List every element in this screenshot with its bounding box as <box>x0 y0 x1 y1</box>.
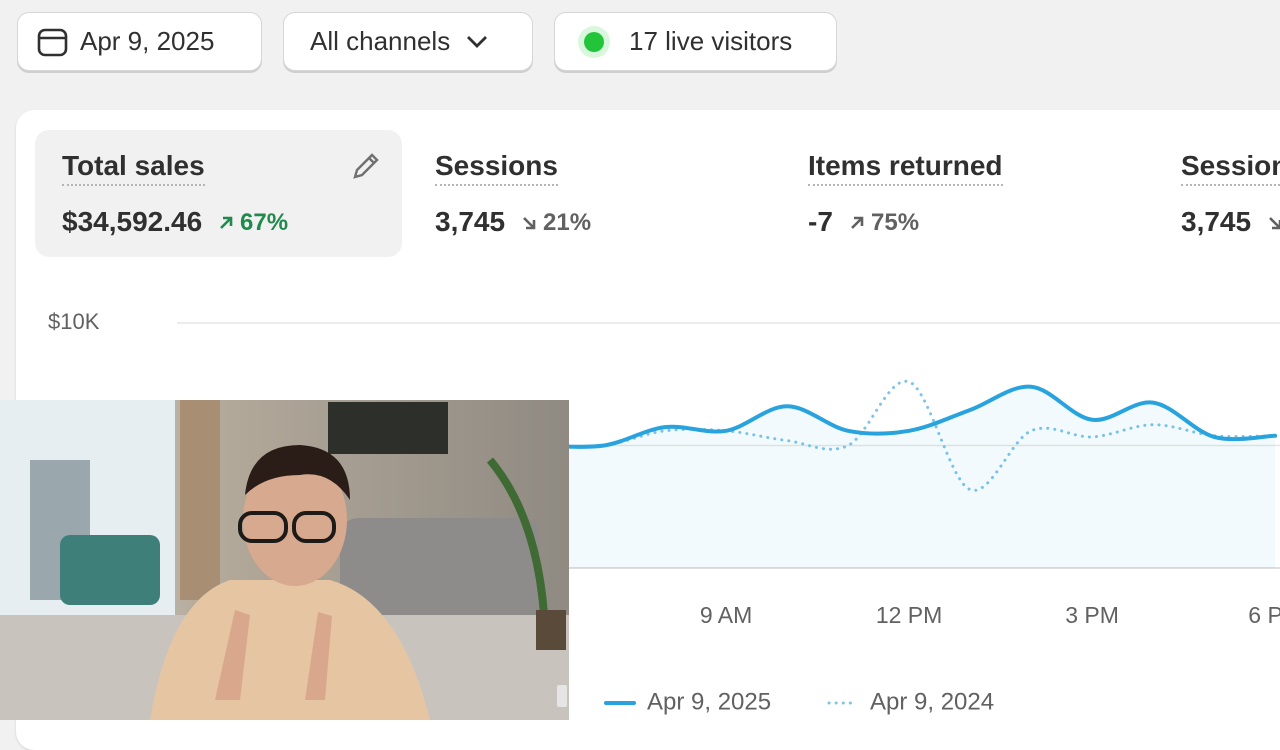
x-tick-label: 6 PM <box>1248 602 1280 628</box>
live-visitors-button[interactable]: 17 live visitors <box>554 12 837 71</box>
change-text: 67% <box>240 209 289 236</box>
x-tick-label: 3 PM <box>1065 602 1119 628</box>
channel-button[interactable]: All channels <box>283 12 533 71</box>
edit-icon <box>353 153 379 179</box>
metric-change: 67% <box>218 209 288 237</box>
trend-arrow <box>1269 217 1280 230</box>
calendar-icon <box>37 28 68 56</box>
webcam-overlay <box>0 400 569 720</box>
arrow-stroke <box>223 216 233 226</box>
arrow-stroke <box>1269 217 1280 229</box>
legend-label: Apr 9, 2025 <box>647 688 771 715</box>
date-button[interactable]: Apr 9, 2025 <box>17 12 262 71</box>
metric-card[interactable]: Sessions 3,745 21% <box>408 130 775 257</box>
metric-value: 3,745 <box>1181 206 1252 237</box>
body: Apr 9, 2025 All channels 17 live visitor… <box>0 12 1280 750</box>
date-text: Apr 9, 2025 <box>80 26 215 56</box>
x-tick-label: 12 PM <box>876 602 942 628</box>
metric-value: $34,592.46 <box>62 206 203 237</box>
metric-value: -7 <box>808 206 833 237</box>
legend-label: Apr 9, 2024 <box>870 688 994 715</box>
metric-card[interactable]: Sessions 3,745 21% <box>1154 130 1280 257</box>
metric-card[interactable]: Total sales $34,592.46 67% <box>35 130 402 257</box>
arrow-stroke <box>1272 220 1280 230</box>
metric-change: 21% <box>521 209 591 237</box>
metric-label: Items returned <box>808 150 1003 186</box>
metric-card[interactable]: Items returned -7 75% <box>781 130 1148 257</box>
channel-text: All channels <box>310 26 451 56</box>
change-text: 75% <box>871 209 920 236</box>
x-tick-label: 9 AM <box>700 602 752 628</box>
metric-label: Sessions <box>1181 150 1280 186</box>
series-line <box>541 384 1278 449</box>
metric-value: 3,745 <box>435 206 506 237</box>
series-area <box>543 386 1276 568</box>
pencil <box>353 153 379 179</box>
trend-arrow <box>220 216 233 229</box>
chevron-icon <box>467 35 488 48</box>
trend-arrow <box>851 216 864 229</box>
metric-change: 21% <box>1267 209 1280 237</box>
live-dot <box>578 25 610 58</box>
arrow-stroke <box>220 217 232 229</box>
arrow-stroke <box>526 220 536 230</box>
series-line <box>541 379 1277 492</box>
arrow-stroke <box>851 217 863 229</box>
change-text: 21% <box>543 209 592 236</box>
metric-label: Total sales <box>62 150 205 186</box>
live-visitors-text: 17 live visitors <box>629 26 793 56</box>
metric-label: Sessions <box>435 150 558 186</box>
trend-arrow <box>523 217 536 230</box>
arrow-stroke <box>523 217 535 229</box>
page: {"toolbar": {"date": "Apr 9, 2025", "cha… <box>0 12 1280 750</box>
y-tick-label: $10K <box>48 309 100 334</box>
metric-change: 75% <box>849 209 919 237</box>
arrow-stroke <box>854 216 864 226</box>
